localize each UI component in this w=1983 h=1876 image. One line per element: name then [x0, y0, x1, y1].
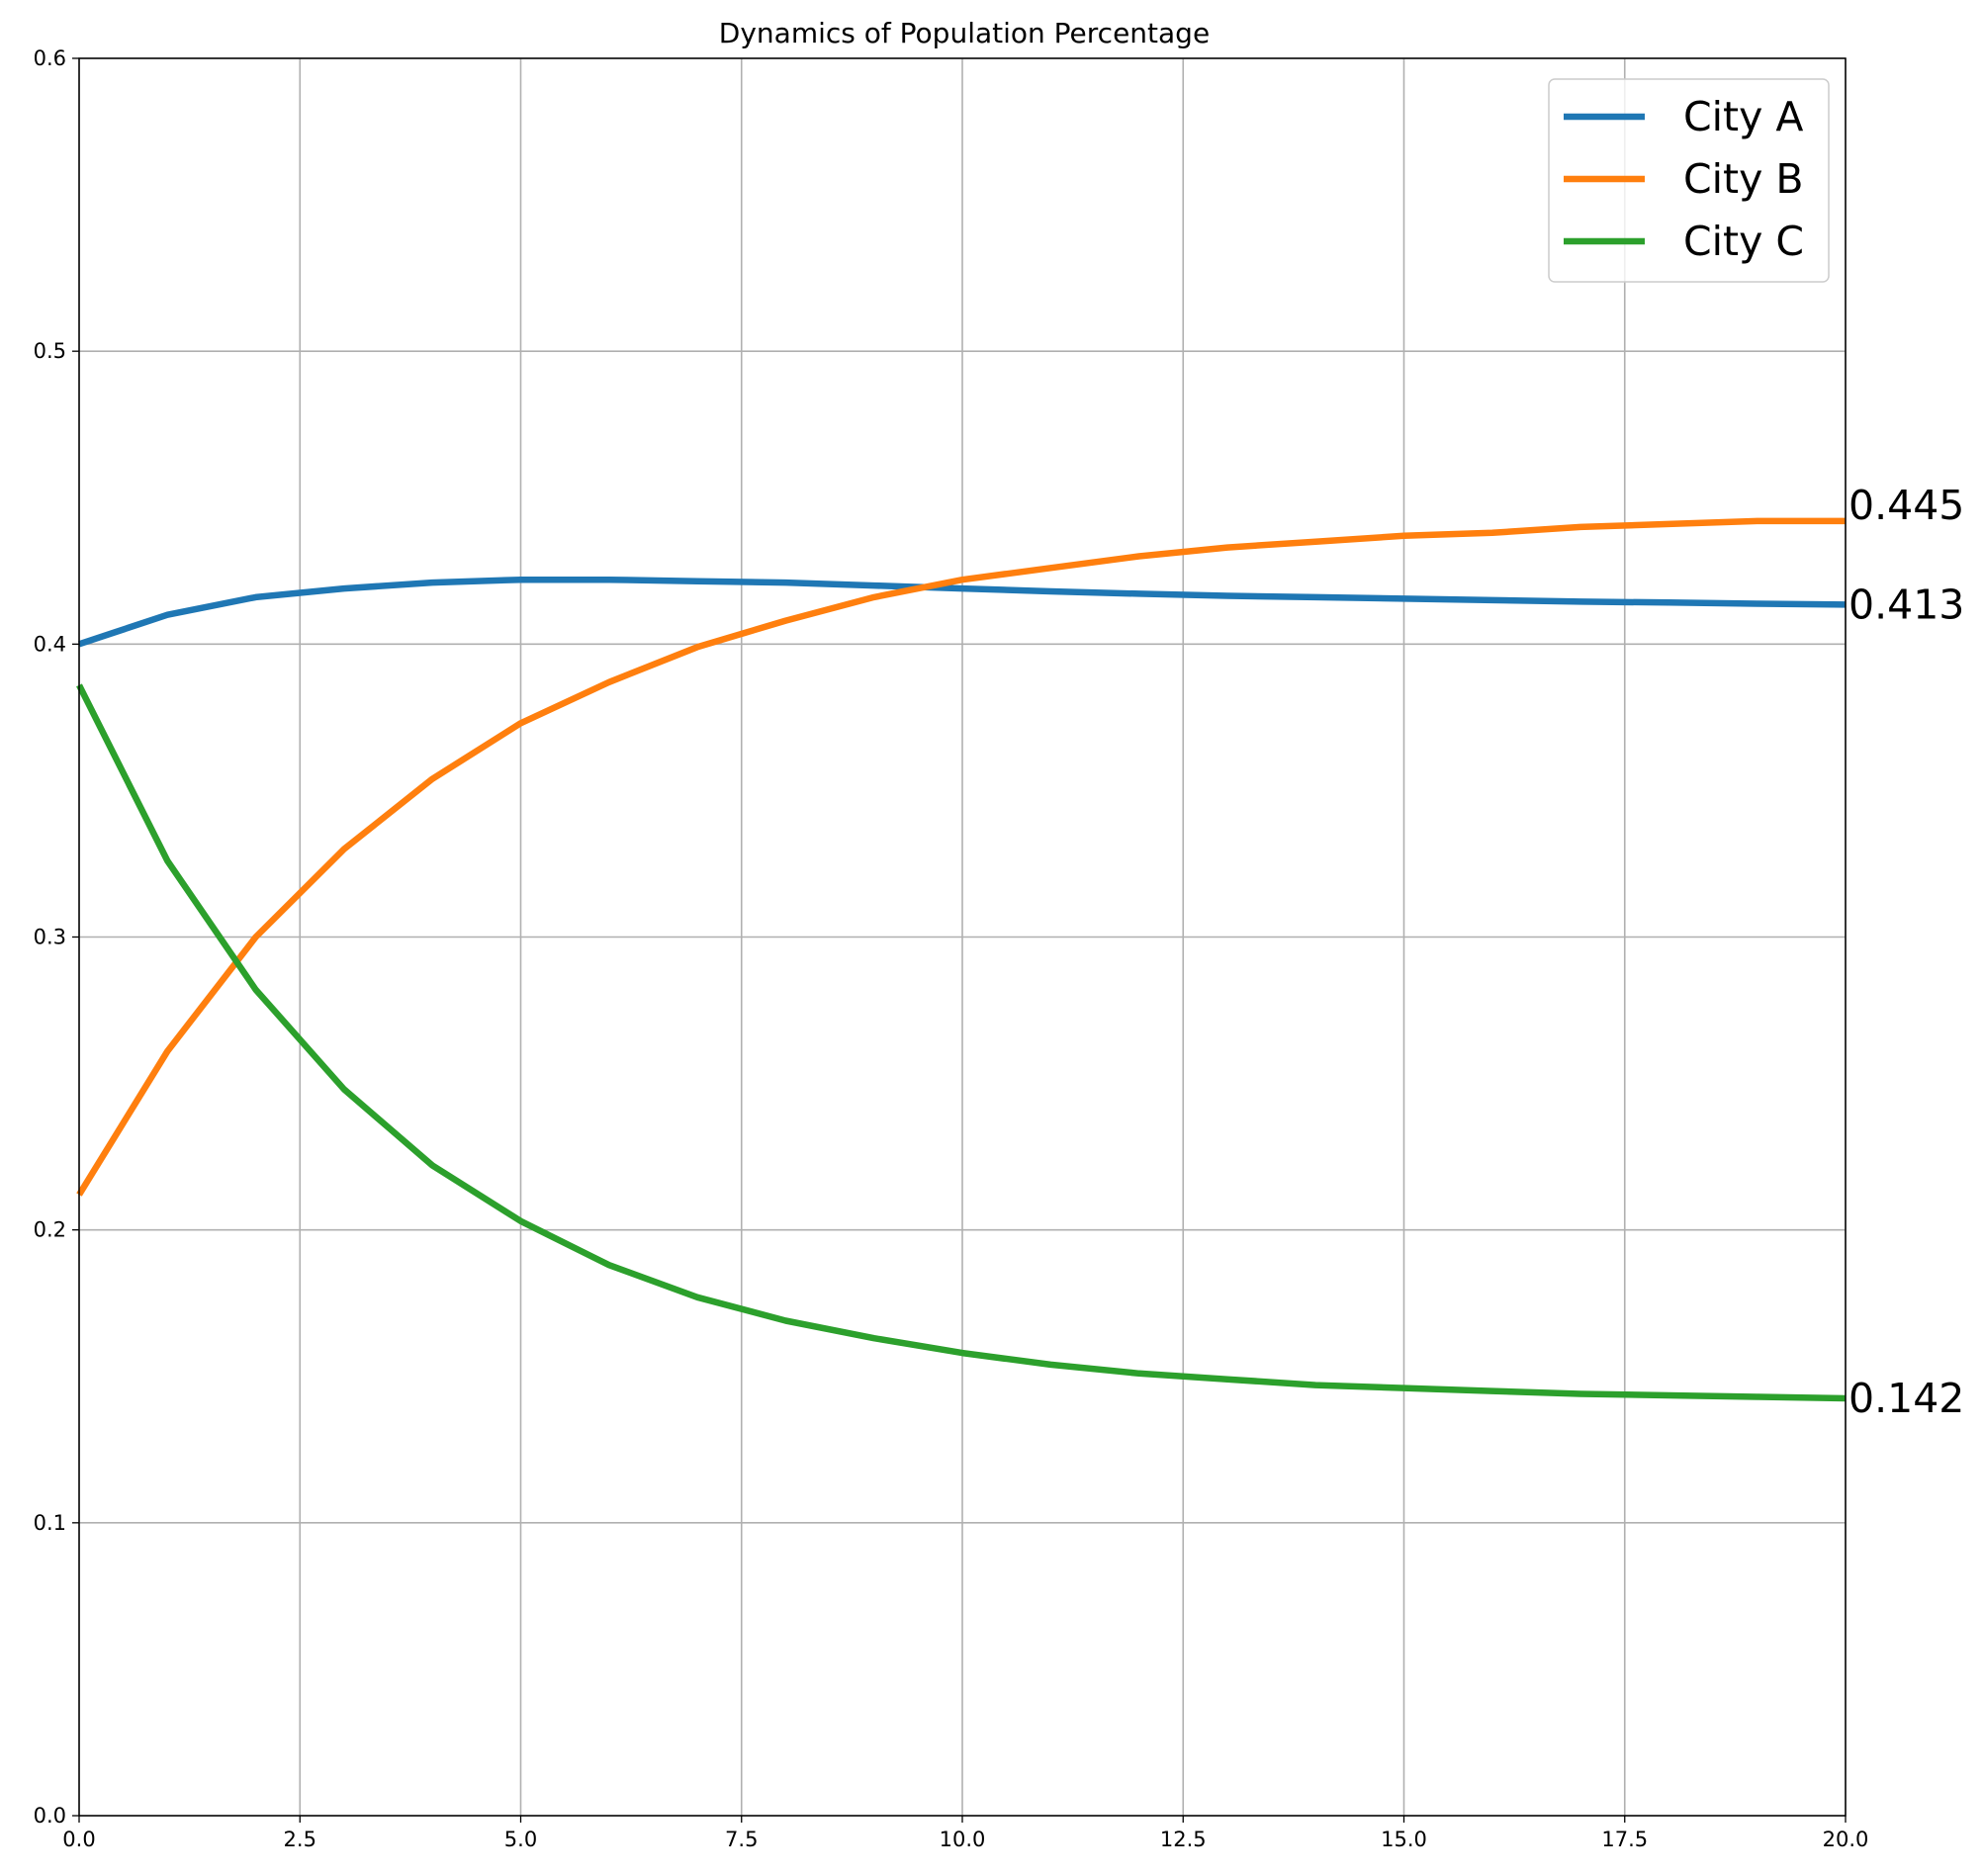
x-tick-label: 0.0 [62, 1828, 95, 1851]
y-tick-label: 0.1 [34, 1511, 66, 1535]
end-value-labels: 0.413 0.445 0.142 [1848, 482, 1964, 1422]
x-tick-label: 12.5 [1160, 1828, 1207, 1851]
y-tick-label: 0.0 [34, 1804, 66, 1828]
series-lines [76, 517, 1847, 1402]
end-value-label: 0.413 [1848, 581, 1964, 628]
y-tick-label: 0.4 [34, 632, 66, 656]
axis-ticks: 0.0 2.5 5.0 7.5 10.0 12.5 15.0 17.5 20.0 0.0 0.1 0.… [34, 46, 1869, 1851]
legend: City A City B City C [1548, 78, 1830, 283]
end-value-label: 0.142 [1848, 1375, 1964, 1422]
y-tick-label: 0.5 [34, 339, 66, 363]
legend-box [1548, 78, 1830, 283]
x-tick-label: 7.5 [725, 1828, 758, 1851]
x-tick-label: 17.5 [1601, 1828, 1648, 1851]
series-line-city-a [77, 576, 1847, 648]
x-tick-label: 20.0 [1823, 1828, 1869, 1851]
series-line-city-b [76, 517, 1846, 1197]
y-tick-label: 0.2 [34, 1218, 66, 1242]
x-tick-label: 2.5 [284, 1828, 316, 1851]
x-tick-label: 15.0 [1381, 1828, 1427, 1851]
end-value-label: 0.445 [1848, 482, 1964, 529]
legend-label: City A [1683, 93, 1803, 140]
y-tick-label: 0.3 [34, 926, 66, 949]
x-tick-label: 10.0 [940, 1828, 986, 1851]
y-tick-label: 0.6 [34, 46, 66, 70]
legend-label: City C [1683, 218, 1804, 265]
chart-title: Dynamics of Population Percentage [719, 17, 1210, 49]
x-tick-label: 5.0 [504, 1828, 537, 1851]
legend-label: City B [1683, 155, 1804, 203]
series-line-city-c [76, 683, 1847, 1402]
